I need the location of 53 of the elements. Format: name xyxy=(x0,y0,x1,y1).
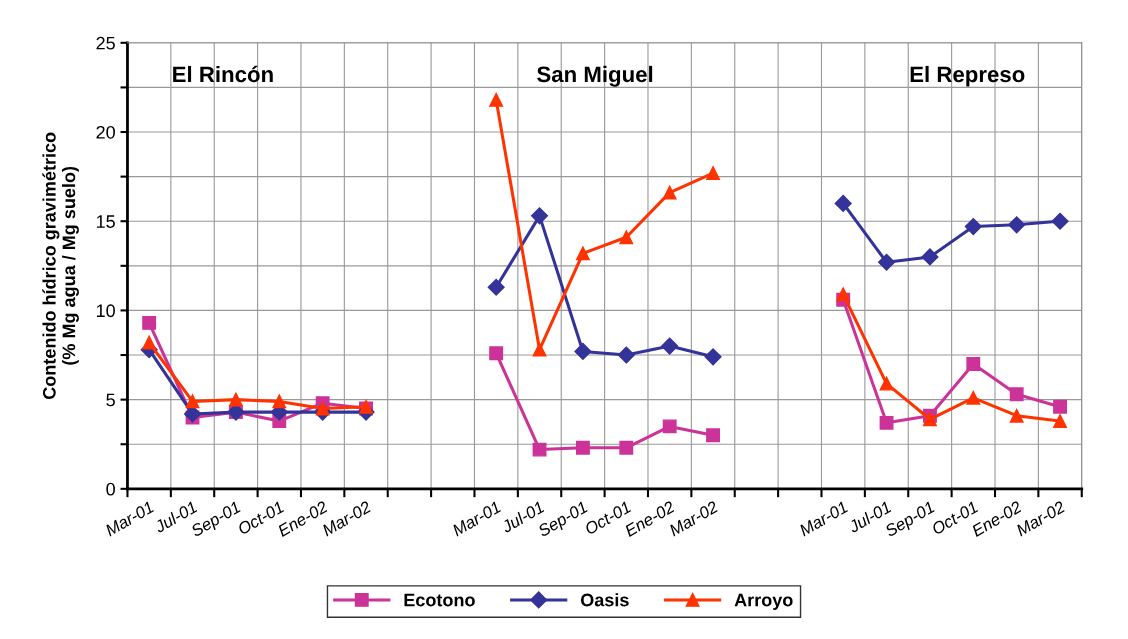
point xyxy=(619,440,634,455)
point xyxy=(1008,216,1026,234)
point xyxy=(575,440,590,455)
legend-label: Ecotono xyxy=(404,593,475,607)
point xyxy=(834,194,852,212)
point xyxy=(315,401,330,416)
point xyxy=(1009,387,1024,402)
point xyxy=(272,394,287,409)
point xyxy=(662,419,677,434)
point xyxy=(921,248,939,266)
point xyxy=(964,218,982,236)
point xyxy=(1051,212,1069,230)
point xyxy=(532,442,547,457)
point xyxy=(617,346,635,364)
point xyxy=(879,415,894,430)
point xyxy=(142,315,157,330)
point xyxy=(922,412,937,427)
y-tick-label: 20 xyxy=(96,125,115,139)
point xyxy=(661,337,679,355)
annotation: El Represo xyxy=(910,65,1025,87)
y-tick-label: 10 xyxy=(96,304,115,318)
point xyxy=(1053,414,1068,428)
y-tick-label: 15 xyxy=(96,215,115,228)
point xyxy=(530,207,549,225)
point xyxy=(185,394,200,409)
point xyxy=(706,428,720,443)
legend-label: Oasis xyxy=(580,593,629,607)
point xyxy=(1009,408,1024,423)
point xyxy=(619,230,634,245)
point xyxy=(966,357,981,371)
point xyxy=(879,376,894,391)
point xyxy=(706,166,720,180)
point xyxy=(532,342,547,357)
point xyxy=(662,185,677,200)
annotation: El Rincón xyxy=(173,65,273,83)
point xyxy=(228,392,243,407)
point xyxy=(704,348,722,366)
point xyxy=(878,253,896,271)
y-tick-label: 0 xyxy=(106,482,115,496)
y-tick-label: 5 xyxy=(106,393,115,407)
point xyxy=(489,346,504,361)
point xyxy=(489,92,504,107)
point xyxy=(966,390,981,405)
point xyxy=(1053,399,1068,414)
legend-label: Arroyo xyxy=(734,593,793,610)
y-axis-title: Contenido hídrico gravimétrico (% Mg agua / Mg suelo) xyxy=(42,132,79,399)
point xyxy=(574,342,592,361)
point xyxy=(575,246,590,261)
point xyxy=(142,335,157,350)
annotation: San Miguel xyxy=(537,65,653,87)
point xyxy=(487,278,505,296)
point xyxy=(836,287,851,302)
y-tick-label: 25 xyxy=(96,36,115,50)
